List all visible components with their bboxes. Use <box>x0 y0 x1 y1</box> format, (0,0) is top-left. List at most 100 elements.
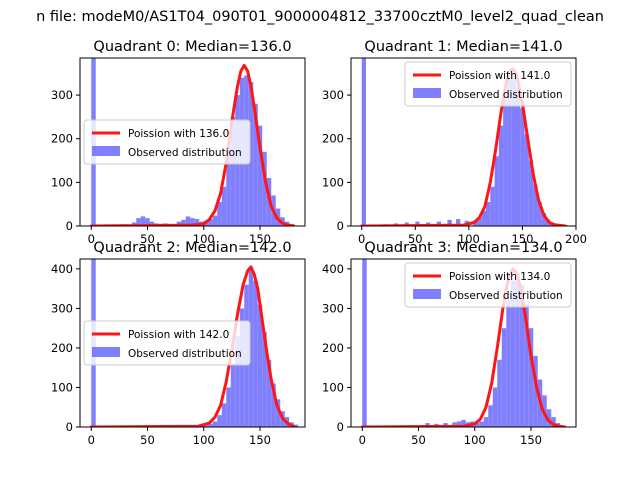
histogram-bar <box>212 421 218 427</box>
histogram-bar <box>212 215 218 226</box>
poisson-curve-line <box>89 63 296 226</box>
histogram-bar <box>149 221 155 226</box>
subplot-title: Quadrant 2: Median=142.0 <box>93 240 291 256</box>
y-tick-label: 100 <box>51 380 73 394</box>
x-tick-label: 50 <box>408 232 423 246</box>
histogram-bar <box>461 419 466 427</box>
legend-box <box>83 320 251 366</box>
x-tick-label: 0 <box>88 232 95 246</box>
histogram-bar <box>510 280 516 427</box>
plot-area <box>360 259 567 427</box>
histogram-bar <box>136 218 141 226</box>
histogram-bar <box>230 116 236 226</box>
y-tick-label: 0 <box>337 420 344 434</box>
x-tick-label: 0 <box>358 232 365 246</box>
legend: Poission with 134.0 Observed distribution <box>404 262 572 308</box>
histogram-bar <box>524 304 529 427</box>
histogram-bar <box>524 134 529 226</box>
histogram-bar <box>248 82 254 226</box>
x-tick-label: 150 <box>511 232 533 246</box>
legend-label-observed: Observed distribution <box>449 290 563 302</box>
y-tick-label: 0 <box>66 219 73 233</box>
histogram-bar <box>190 218 195 226</box>
y-tick-label: 100 <box>322 380 344 394</box>
histogram-bar <box>235 336 240 427</box>
y-tick-label: 100 <box>51 175 73 189</box>
legend-label-poisson: Poission with 136.0 <box>128 128 229 140</box>
histogram-bar <box>516 86 521 226</box>
x-tick-label: 0 <box>88 433 95 447</box>
legend: Poission with 136.0 Observed distribution <box>83 119 251 165</box>
y-tick-label: 300 <box>51 88 73 102</box>
histogram-bar <box>262 332 267 427</box>
legend-box <box>404 262 572 308</box>
histogram-bar <box>501 328 507 427</box>
histogram-bar <box>503 99 508 226</box>
histogram-bar <box>362 259 367 427</box>
histogram-bar <box>271 383 276 427</box>
histogram-bar <box>456 219 461 226</box>
subplot-title: Quadrant 1: Median=141.0 <box>364 39 562 55</box>
histogram-bar <box>203 425 209 427</box>
x-tick-label: 50 <box>411 433 426 447</box>
subplot-quadrant-1: 0 50 100 150 200 0 100 200 300 Quadrant 1: Median… <box>322 39 587 246</box>
histogram-bar <box>257 125 263 226</box>
histogram-bar <box>262 151 267 226</box>
y-tick-label: 400 <box>322 262 344 276</box>
x-tick-label: 200 <box>565 232 587 246</box>
histogram-bar <box>221 186 227 226</box>
subplot-quadrant-0: 0 50 100 150 0 100 200 300 Quadrant 0: Median=13… <box>51 39 306 246</box>
histogram-bar <box>226 147 231 226</box>
histogram-bar <box>257 304 263 427</box>
histogram-bar <box>248 268 254 427</box>
legend: Poission with 142.0 Observed distribution <box>83 320 251 366</box>
x-tick-label: 150 <box>249 433 271 447</box>
histogram-bar <box>511 75 516 226</box>
histogram-bar <box>266 359 272 427</box>
y-tick-label: 300 <box>51 301 73 315</box>
histogram-bar <box>497 359 502 427</box>
histogram-bar <box>361 58 366 226</box>
poisson-curve-line <box>89 265 296 427</box>
histogram-bar <box>520 108 525 226</box>
y-tick-label: 100 <box>322 175 344 189</box>
histogram-bar <box>486 202 491 226</box>
histogram-bar <box>452 422 457 427</box>
histogram-bar <box>528 328 534 427</box>
histogram-bar <box>456 421 462 427</box>
y-tick-label: 400 <box>51 262 73 276</box>
histogram-bar <box>208 423 213 427</box>
histogram-bar <box>483 417 489 427</box>
histogram-bar <box>479 421 484 427</box>
legend-box <box>83 119 251 165</box>
histogram-bar <box>541 212 546 226</box>
histogram-bar <box>275 399 281 427</box>
x-tick-label: 100 <box>193 433 215 447</box>
legend-bar-swatch <box>92 146 120 156</box>
histogram-bar <box>217 202 222 226</box>
histogram-bar <box>436 221 441 226</box>
histogram-bar <box>494 156 499 226</box>
x-tick-label: 50 <box>140 433 155 447</box>
histogram-bar <box>481 210 486 226</box>
histogram-bar <box>208 219 213 226</box>
histogram-bar <box>239 308 245 427</box>
x-tick-label: 100 <box>193 232 215 246</box>
histogram-bar <box>546 409 552 427</box>
figure-suptitle: n file: modeM0/AS1T04_090T01_9000004812_… <box>36 9 604 25</box>
y-tick-label: 200 <box>51 341 73 355</box>
histogram-bar <box>537 202 542 226</box>
legend-box <box>404 61 572 107</box>
histogram-bar <box>506 300 511 427</box>
y-tick-label: 300 <box>322 301 344 315</box>
histogram-bar <box>515 272 520 427</box>
histogram-bar <box>533 184 538 226</box>
axes-frame <box>79 258 306 428</box>
subplot-title: Quadrant 3: Median=134.0 <box>364 240 562 256</box>
y-tick-label: 0 <box>66 420 73 434</box>
legend-label-observed: Observed distribution <box>128 147 242 159</box>
legend-label-poisson: Poission with 142.0 <box>128 329 229 341</box>
axes-frame <box>79 57 306 227</box>
histogram-bar <box>528 160 534 226</box>
